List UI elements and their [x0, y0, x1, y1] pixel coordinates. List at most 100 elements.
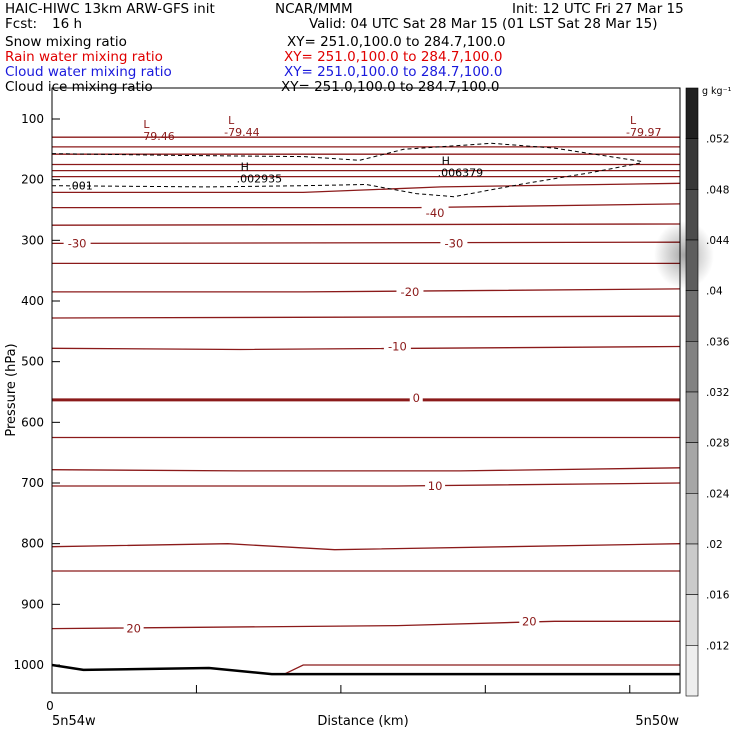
colorbar-swatch: [685, 493, 699, 545]
colorbar-swatch: [685, 189, 699, 241]
contour-label-bg: [409, 390, 423, 405]
y-tick-label: 600: [21, 415, 44, 429]
forecast-label: Fcst:: [5, 16, 38, 32]
temperature-contour-line: [51, 241, 681, 245]
colorbar-tick-label: .02: [706, 539, 723, 551]
contour-label-bg: [396, 283, 424, 298]
y-tick-label: 1000: [13, 658, 44, 672]
temperature-contour-line: [51, 345, 681, 351]
colorbar-unit: g kg⁻¹: [702, 86, 732, 97]
center-label: NCAR/MMM: [275, 1, 353, 17]
temperature-contour-line: [51, 467, 681, 472]
extremum-value: .002935: [237, 173, 283, 186]
field-xy-snow: XY= 251.0,100.0 to 284.7,100.0: [287, 34, 506, 50]
field-name-snow: Snow mixing ratio: [5, 34, 127, 50]
colorbar-swatch: [685, 442, 699, 494]
colorbar-tick-label: .044: [706, 235, 730, 247]
colorbar-swatch: [685, 645, 699, 697]
colorbar-tick-label: .012: [706, 640, 729, 652]
field-name-cloud-ice: Cloud ice mixing ratio: [5, 79, 153, 95]
temperature-contour-line: [52, 182, 681, 194]
colorbar-swatch: [685, 543, 699, 595]
x-right-label: 5n50w: [635, 714, 679, 729]
contour-label-bg: [123, 620, 144, 635]
field-xy-cloud-water: XY= 251.0,100.0 to 284.7,100.0: [284, 64, 503, 80]
y-tick-label: 900: [21, 597, 44, 611]
contour-label: -10: [388, 340, 407, 354]
field-xy-cloud-ice: XY= 251.0,100.0 to 284.7,100.0: [281, 79, 500, 95]
contour-label-bg: [421, 205, 449, 220]
temperature-contour-line: [51, 223, 681, 226]
colorbar-tick-label: .032: [706, 387, 729, 399]
y-tick-label: 400: [21, 294, 44, 308]
extremum-value: -79.44: [224, 126, 259, 139]
x-axis-title: Distance (km): [317, 714, 408, 729]
low-marker: L: [143, 118, 150, 131]
temperature-contour-line: [51, 543, 681, 551]
temperature-contour-line: [52, 288, 681, 293]
y-tick-label: 200: [21, 173, 44, 187]
y-tick-label: 700: [21, 476, 44, 490]
contour-label: 20: [522, 614, 537, 628]
colorbar-swatch: [685, 391, 699, 443]
temperature-contours: [51, 136, 681, 675]
y-axis-title: Pressure (hPa): [4, 343, 19, 436]
colorbar-tick-label: .048: [706, 184, 729, 196]
plot-frame: [51, 87, 681, 694]
field-name-cloud-water: Cloud water mixing ratio: [5, 64, 172, 80]
contour-label: 10: [428, 479, 443, 493]
contour-label-bg: [440, 235, 468, 250]
init-time: Init: 12 UTC Fri 27 Mar 15: [512, 1, 684, 17]
x-left-label: 5n54w: [52, 714, 96, 729]
low-marker: L: [630, 114, 637, 127]
y-axis: 100 200 300 400 500 600 700 800 900 1000: [13, 112, 60, 672]
model-title: HAIC-HIWC 13km ARW-GFS init: [5, 1, 215, 17]
temperature-contour-line: [51, 620, 680, 630]
temperature-contour-line: [284, 664, 680, 675]
colorbar-tick-label: .036: [706, 336, 730, 348]
extremum-value: -79.97: [626, 126, 661, 139]
contour-labels: -40 -30 -30 -20 -10 0 10 20 20 .001: [63, 180, 540, 636]
x-axis: [51, 685, 631, 693]
colorbar-swatch: [685, 290, 699, 342]
snow-contour-line: [51, 142, 643, 162]
y-tick-label: 300: [21, 233, 44, 247]
y-tick-label: 800: [21, 537, 44, 551]
colorbar: .052 .048 .044 .04 .036 .032 .028 .024 .02 .016 .0…: [685, 86, 732, 697]
contour-label-bg: [425, 478, 446, 493]
colorbar-swatch: [685, 341, 699, 393]
contour-label: 0: [413, 391, 420, 405]
colorbar-swatch: [685, 239, 699, 291]
snow-contour-label: .001: [68, 180, 93, 193]
colorbar-tick-label: .052: [706, 134, 729, 146]
contour-label: -20: [401, 285, 420, 299]
valid-time: Valid: 04 UTC Sat 28 Mar 15 (01 LST Sat …: [309, 16, 658, 32]
temperature-contour-line: [52, 482, 681, 487]
y-tick-label: 100: [21, 112, 44, 126]
contour-label: -30: [68, 236, 87, 250]
contour-label: -30: [445, 236, 464, 250]
temperature-contour-line: [52, 203, 681, 209]
colorbar-tick-label: .028: [706, 438, 729, 450]
colorbar-swatch: [685, 138, 699, 190]
colorbar-tick-label: .016: [706, 590, 730, 602]
colorbar-swatch: [685, 87, 699, 139]
x-origin-label: 0: [46, 699, 54, 713]
temperature-contour-line: [51, 315, 681, 319]
colorbar-tick-label: .04: [706, 286, 723, 298]
ground-surface-line: [51, 663, 680, 676]
ground-line: [51, 663, 680, 676]
contour-label: -40: [426, 206, 445, 220]
extremum-value: -79.46: [139, 130, 174, 143]
field-name-rain: Rain water mixing ratio: [5, 49, 163, 65]
contour-label-bg: [63, 235, 91, 250]
field-xy-rain: XY= 251.0,100.0 to 284.7,100.0: [284, 49, 503, 65]
high-marker: H: [241, 161, 249, 174]
colorbar-tick-label: .024: [706, 488, 730, 500]
high-marker: H: [442, 155, 450, 168]
y-tick-label: 500: [21, 355, 44, 369]
contour-label-bg: [519, 613, 540, 628]
contour-label-bg: [383, 338, 411, 353]
colorbar-swatch: [685, 594, 699, 646]
